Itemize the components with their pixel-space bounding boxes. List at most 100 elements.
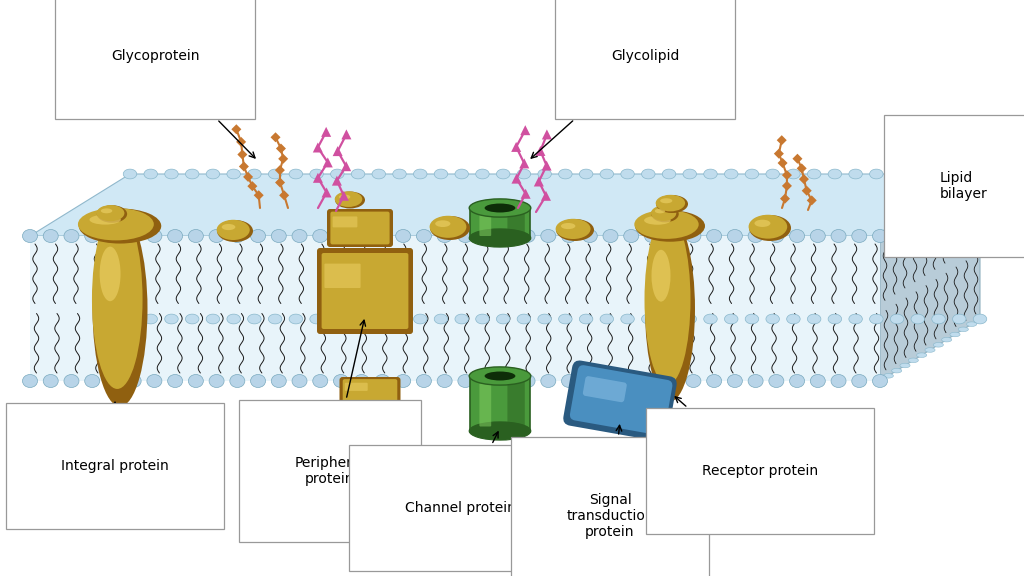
Ellipse shape — [92, 210, 142, 389]
Ellipse shape — [958, 327, 969, 332]
Ellipse shape — [395, 229, 411, 242]
FancyBboxPatch shape — [470, 206, 530, 240]
Ellipse shape — [655, 195, 685, 211]
Ellipse shape — [749, 229, 763, 242]
Ellipse shape — [458, 374, 473, 388]
Ellipse shape — [437, 229, 453, 242]
Ellipse shape — [354, 229, 370, 242]
Ellipse shape — [105, 374, 121, 388]
Ellipse shape — [769, 229, 783, 242]
FancyBboxPatch shape — [563, 361, 677, 442]
Ellipse shape — [541, 374, 556, 388]
Ellipse shape — [872, 374, 888, 388]
Ellipse shape — [556, 219, 594, 241]
Polygon shape — [520, 125, 530, 135]
Ellipse shape — [807, 314, 821, 324]
Ellipse shape — [580, 314, 593, 324]
Ellipse shape — [849, 169, 862, 179]
Ellipse shape — [727, 374, 742, 388]
Ellipse shape — [561, 223, 575, 229]
Ellipse shape — [458, 229, 473, 242]
Ellipse shape — [900, 218, 910, 223]
Ellipse shape — [209, 229, 224, 242]
FancyBboxPatch shape — [470, 374, 530, 433]
Ellipse shape — [790, 229, 805, 242]
Polygon shape — [238, 150, 248, 160]
Ellipse shape — [644, 374, 659, 388]
Ellipse shape — [478, 229, 494, 242]
Ellipse shape — [603, 374, 618, 388]
Ellipse shape — [455, 314, 468, 324]
Ellipse shape — [89, 215, 121, 225]
Ellipse shape — [892, 223, 902, 228]
Ellipse shape — [890, 314, 904, 324]
Ellipse shape — [100, 209, 113, 213]
Polygon shape — [520, 189, 530, 199]
Ellipse shape — [334, 374, 348, 388]
Ellipse shape — [786, 169, 800, 179]
Ellipse shape — [351, 169, 365, 179]
Ellipse shape — [520, 229, 536, 242]
Ellipse shape — [828, 314, 842, 324]
Ellipse shape — [105, 229, 121, 242]
Text: Receptor protein: Receptor protein — [675, 397, 818, 478]
Polygon shape — [519, 158, 529, 168]
Ellipse shape — [437, 374, 453, 388]
Ellipse shape — [146, 374, 162, 388]
Ellipse shape — [932, 314, 945, 324]
Ellipse shape — [900, 363, 910, 367]
FancyBboxPatch shape — [570, 365, 673, 435]
Ellipse shape — [790, 374, 805, 388]
Ellipse shape — [952, 314, 966, 324]
Ellipse shape — [580, 169, 593, 179]
Ellipse shape — [78, 208, 154, 240]
Ellipse shape — [229, 374, 245, 388]
Ellipse shape — [414, 169, 427, 179]
Ellipse shape — [520, 374, 536, 388]
Polygon shape — [780, 194, 790, 204]
Ellipse shape — [168, 229, 182, 242]
Ellipse shape — [248, 169, 261, 179]
Ellipse shape — [434, 314, 447, 324]
Ellipse shape — [958, 182, 969, 187]
Polygon shape — [231, 124, 242, 134]
Polygon shape — [782, 170, 792, 180]
Polygon shape — [777, 158, 787, 168]
Polygon shape — [880, 174, 980, 381]
Ellipse shape — [703, 169, 717, 179]
Ellipse shape — [126, 374, 141, 388]
Ellipse shape — [455, 169, 468, 179]
Ellipse shape — [23, 374, 38, 388]
Ellipse shape — [727, 229, 742, 242]
Ellipse shape — [126, 229, 141, 242]
Ellipse shape — [651, 206, 679, 222]
Ellipse shape — [683, 169, 696, 179]
Ellipse shape — [967, 322, 977, 327]
Text: Peripheral
protein: Peripheral protein — [295, 320, 366, 486]
Ellipse shape — [484, 372, 515, 381]
Ellipse shape — [165, 314, 178, 324]
Ellipse shape — [331, 314, 344, 324]
Ellipse shape — [561, 374, 577, 388]
Ellipse shape — [686, 229, 700, 242]
Ellipse shape — [339, 195, 350, 199]
Ellipse shape — [634, 210, 698, 239]
Ellipse shape — [185, 169, 199, 179]
FancyBboxPatch shape — [331, 211, 389, 244]
Ellipse shape — [123, 169, 137, 179]
Ellipse shape — [916, 353, 927, 358]
Ellipse shape — [660, 198, 673, 203]
Ellipse shape — [749, 215, 787, 238]
Polygon shape — [322, 187, 332, 198]
Ellipse shape — [755, 219, 770, 227]
Ellipse shape — [603, 229, 618, 242]
Ellipse shape — [144, 169, 158, 179]
Ellipse shape — [23, 229, 38, 242]
Ellipse shape — [950, 187, 961, 192]
Ellipse shape — [642, 314, 655, 324]
Ellipse shape — [393, 314, 407, 324]
Ellipse shape — [251, 229, 265, 242]
Ellipse shape — [497, 314, 510, 324]
FancyBboxPatch shape — [333, 217, 357, 228]
Ellipse shape — [892, 369, 902, 373]
